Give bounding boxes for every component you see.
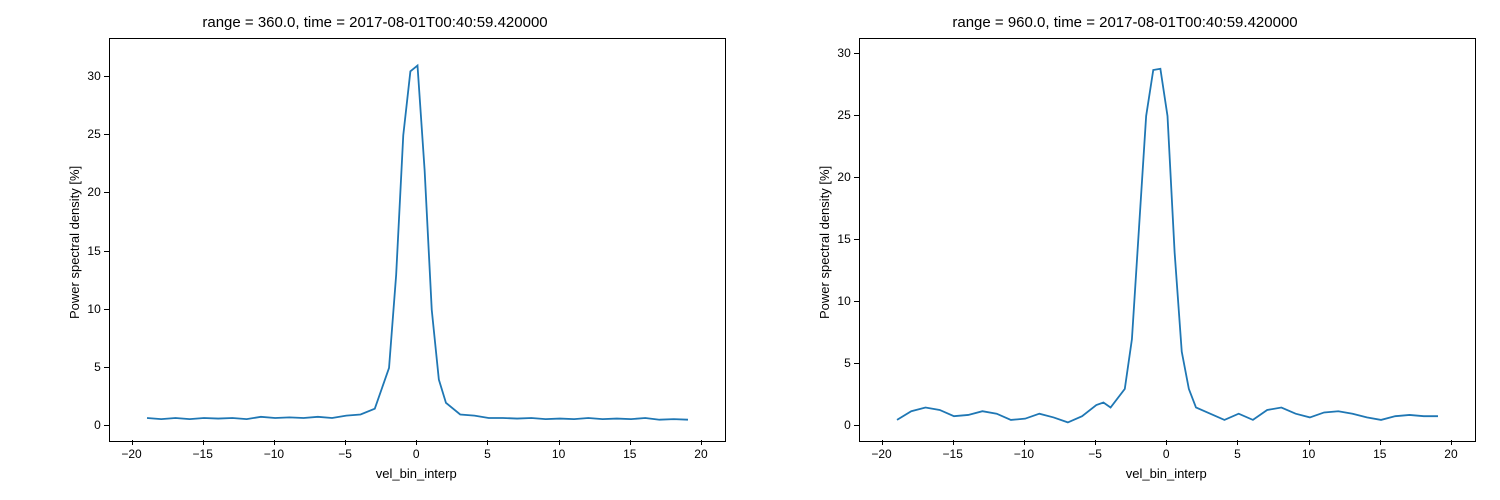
figure: range = 360.0, time = 2017-08-01T00:40:5… — [0, 0, 1500, 500]
xtick-mark — [882, 440, 883, 445]
ytick-label: 10 — [87, 302, 100, 316]
xtick-label: −15 — [193, 447, 213, 461]
ytick-mark — [854, 239, 859, 240]
ytick-mark — [854, 363, 859, 364]
xtick-mark — [1451, 440, 1452, 445]
xtick-label: −10 — [1014, 447, 1034, 461]
xtick-mark — [416, 440, 417, 445]
ytick-label: 15 — [837, 232, 850, 246]
ytick-label: 25 — [87, 127, 100, 141]
xtick-label: −10 — [264, 447, 284, 461]
xtick-mark — [203, 440, 204, 445]
axes-left — [109, 38, 726, 442]
xtick-label: 0 — [1163, 447, 1170, 461]
ytick-mark — [104, 425, 109, 426]
xtick-mark — [1380, 440, 1381, 445]
subplot-left: range = 360.0, time = 2017-08-01T00:40:5… — [0, 0, 750, 500]
xtick-label: 15 — [1373, 447, 1386, 461]
xtick-mark — [1309, 440, 1310, 445]
xtick-label: −5 — [338, 447, 352, 461]
xtick-label: −20 — [121, 447, 141, 461]
xtick-mark — [630, 440, 631, 445]
subplot-right: range = 960.0, time = 2017-08-01T00:40:5… — [750, 0, 1500, 500]
xtick-label: 5 — [484, 447, 491, 461]
ytick-mark — [104, 134, 109, 135]
ytick-label: 30 — [87, 69, 100, 83]
ylabel-right: Power spectral density [%] — [817, 166, 832, 319]
ytick-mark — [854, 53, 859, 54]
xtick-label: −20 — [871, 447, 891, 461]
line-plot-left — [110, 39, 725, 441]
xtick-label: −5 — [1088, 447, 1102, 461]
ytick-label: 5 — [94, 360, 101, 374]
ytick-label: 15 — [87, 244, 100, 258]
xlabel-right: vel_bin_interp — [859, 466, 1474, 481]
xtick-label: 10 — [552, 447, 565, 461]
ytick-label: 30 — [837, 46, 850, 60]
ytick-mark — [104, 76, 109, 77]
ytick-mark — [104, 367, 109, 368]
ytick-mark — [854, 115, 859, 116]
xtick-mark — [274, 440, 275, 445]
xtick-mark — [1024, 440, 1025, 445]
axes-right — [859, 38, 1476, 442]
ytick-mark — [104, 251, 109, 252]
xtick-mark — [1237, 440, 1238, 445]
ytick-label: 20 — [837, 170, 850, 184]
xtick-label: 5 — [1234, 447, 1241, 461]
ytick-mark — [104, 309, 109, 310]
ytick-label: 25 — [837, 108, 850, 122]
xtick-label: 20 — [1444, 447, 1457, 461]
ylabel-left: Power spectral density [%] — [67, 166, 82, 319]
xtick-label: 15 — [623, 447, 636, 461]
ytick-label: 5 — [844, 356, 851, 370]
ytick-mark — [854, 301, 859, 302]
ytick-label: 20 — [87, 185, 100, 199]
xtick-mark — [487, 440, 488, 445]
ytick-mark — [104, 192, 109, 193]
xtick-mark — [953, 440, 954, 445]
ytick-mark — [854, 425, 859, 426]
ytick-mark — [854, 177, 859, 178]
xtick-label: 20 — [694, 447, 707, 461]
xlabel-left: vel_bin_interp — [109, 466, 724, 481]
xtick-mark — [1166, 440, 1167, 445]
plot-title: range = 360.0, time = 2017-08-01T00:40:5… — [0, 14, 750, 31]
xtick-mark — [345, 440, 346, 445]
ytick-label: 10 — [837, 294, 850, 308]
ytick-label: 0 — [844, 418, 851, 432]
xtick-label: 0 — [413, 447, 420, 461]
ytick-label: 0 — [94, 418, 101, 432]
xtick-mark — [559, 440, 560, 445]
xtick-label: 10 — [1302, 447, 1315, 461]
line-plot-right — [860, 39, 1475, 441]
xtick-label: −15 — [943, 447, 963, 461]
xtick-mark — [1095, 440, 1096, 445]
xtick-mark — [701, 440, 702, 445]
plot-title: range = 960.0, time = 2017-08-01T00:40:5… — [750, 14, 1500, 31]
xtick-mark — [132, 440, 133, 445]
